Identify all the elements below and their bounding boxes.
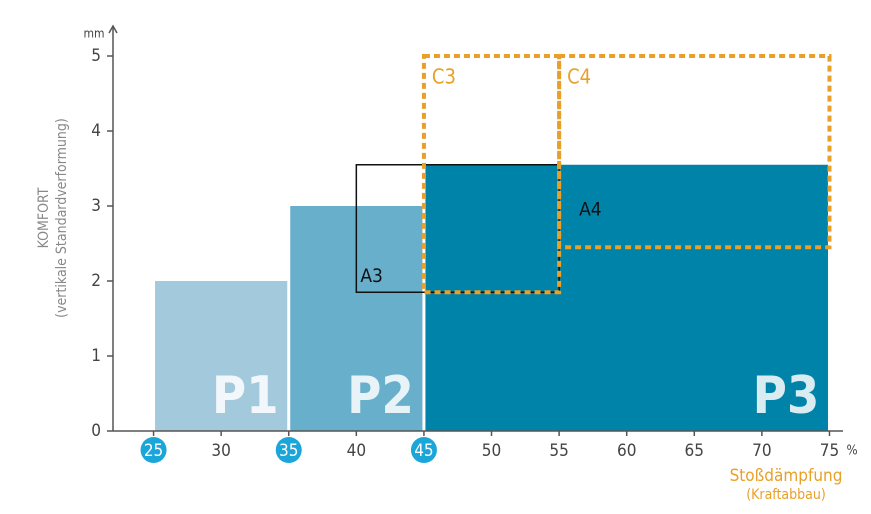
x-tick-highlight	[410, 437, 437, 463]
x-tick-label: 55	[549, 441, 568, 461]
y-tick-label: 3	[91, 196, 101, 216]
x-tick-label: 75	[820, 441, 839, 461]
y-tick-label: 1	[91, 346, 101, 366]
x-tick-label: 45	[414, 441, 433, 461]
y-label: KOMFORT (vertikale Standardverformung)	[36, 118, 70, 318]
y-tick-label: 4	[91, 121, 101, 141]
region-label: A3	[360, 265, 383, 287]
y-label-line: (vertikale Standardverformung)	[54, 118, 70, 318]
y-tick-label: 0	[91, 421, 101, 441]
y-tick-label: 5	[91, 46, 101, 66]
x-tick-highlight	[275, 437, 302, 463]
y-unit: mm	[83, 27, 104, 41]
x-tick-label: 25	[144, 441, 163, 461]
region-label: P3	[753, 366, 820, 426]
y-axis-arrow	[108, 24, 118, 34]
x-tick-label: 60	[617, 441, 636, 461]
x-tick-label: 70	[752, 441, 771, 461]
y-label-line: KOMFORT	[36, 187, 52, 248]
region-bar	[155, 281, 288, 431]
x-tick-label: 50	[482, 441, 501, 461]
x-tick-label: 30	[211, 441, 230, 461]
y-tick-label: 2	[91, 271, 101, 291]
region-label: P1	[212, 366, 279, 426]
region-label: P2	[347, 366, 414, 426]
region-label: C4	[567, 65, 591, 89]
region-bar	[425, 164, 828, 431]
region-label: C3	[432, 65, 456, 89]
x-label-line: (Kraftabbau)	[746, 487, 826, 503]
x-unit: %	[846, 444, 857, 459]
x-tick-label: 35	[279, 441, 298, 461]
x-tick-label: 40	[347, 441, 366, 461]
x-tick-label: 65	[685, 441, 704, 461]
region-dashed	[557, 54, 832, 250]
x-tick-highlight	[140, 437, 167, 463]
x-label-line: Stoßdämpfung	[730, 466, 843, 486]
region-label: A4	[579, 199, 602, 221]
